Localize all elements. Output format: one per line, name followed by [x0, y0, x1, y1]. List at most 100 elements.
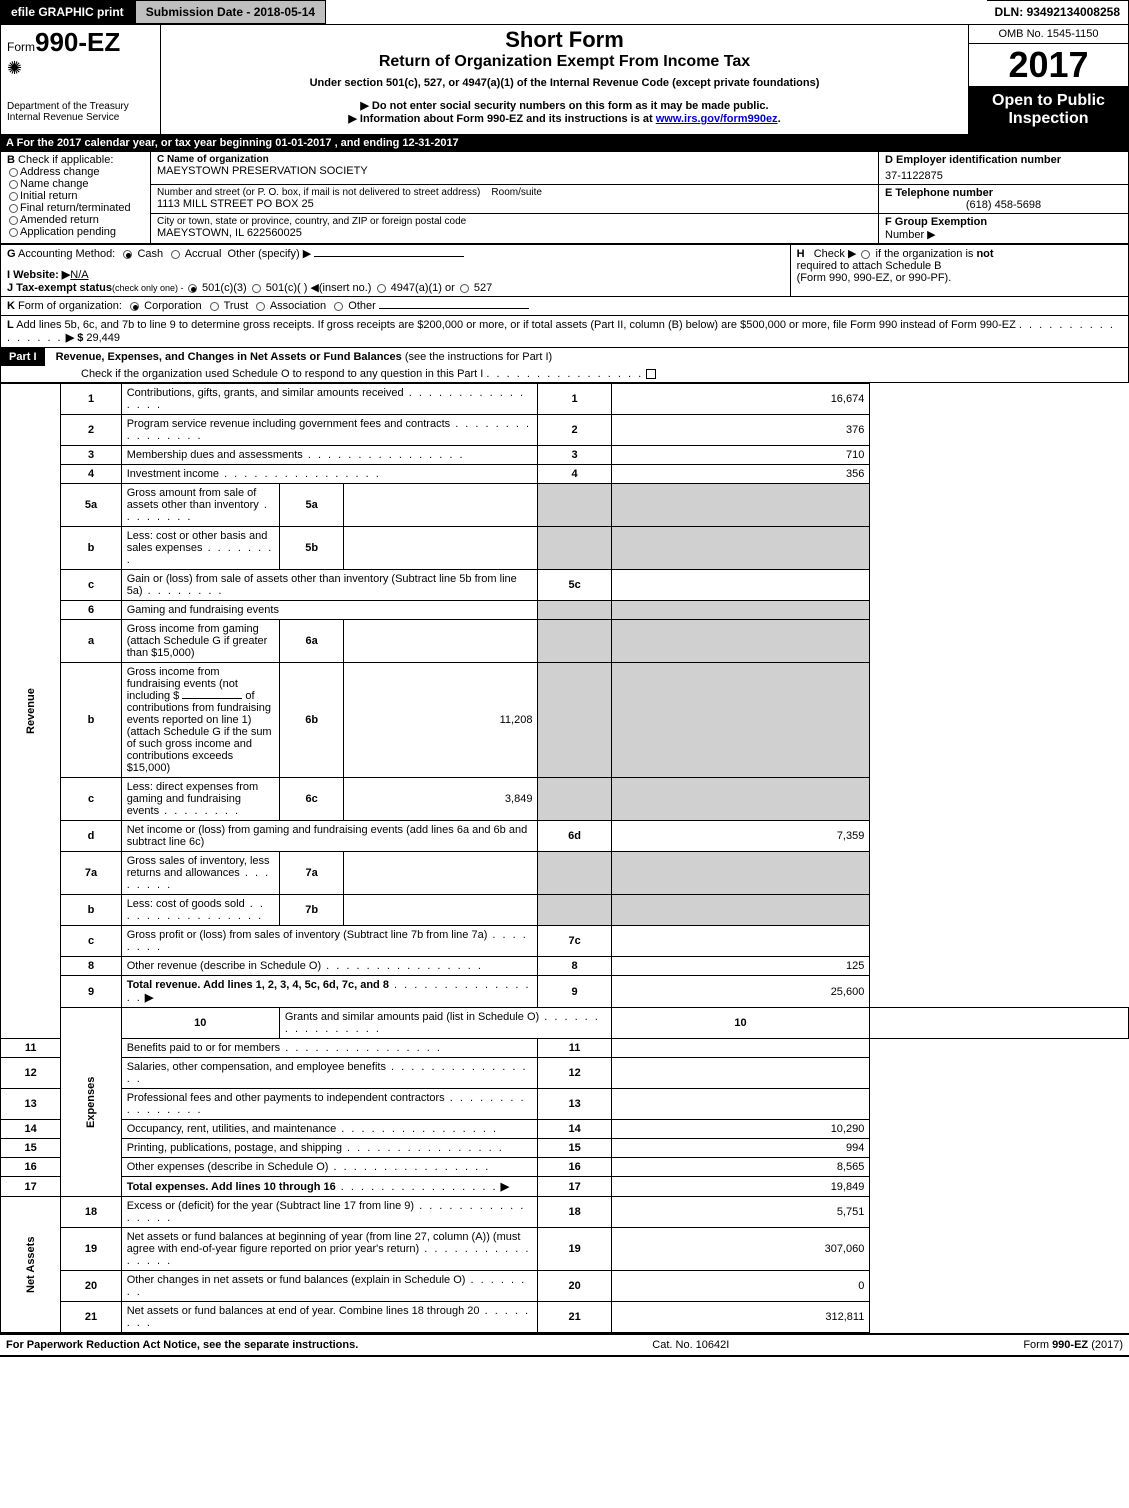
k-trust-radio[interactable] [210, 302, 219, 311]
g-other-input[interactable] [314, 256, 464, 257]
line-6b-text1: Gross income from fundraising events (no… [127, 666, 238, 702]
line-11-text: Benefits paid to or for members [127, 1042, 280, 1054]
f-group-exemption: F Group Exemption [885, 216, 1122, 228]
line-13-val [611, 1089, 870, 1120]
k-corp: Corporation [144, 300, 201, 312]
line-6a-shade [538, 620, 611, 663]
b-opt-final[interactable]: Final return/terminated [7, 202, 144, 214]
line-7c-num: c [61, 926, 121, 957]
line-7a-num: 7a [61, 852, 121, 895]
j-527: 527 [474, 282, 492, 294]
k-assoc-radio[interactable] [256, 302, 265, 311]
k-corp-radio[interactable] [130, 302, 139, 311]
room-label: Room/suite [491, 187, 542, 198]
paperwork-notice: For Paperwork Reduction Act Notice, see … [6, 1339, 358, 1351]
line-6b-shade-val [611, 663, 870, 778]
note-info-pre: ▶ Information about Form 990-EZ and its … [348, 113, 655, 125]
section-g: G Accounting Method: Cash Accrual Other … [7, 247, 784, 260]
a-pre: For the 2017 calendar year, or tax year … [17, 137, 276, 149]
j-501c3: 501(c)(3) [202, 282, 247, 294]
line-4-val: 356 [611, 465, 870, 484]
expenses-tab: Expenses [61, 1008, 121, 1197]
efile-print-button[interactable]: efile GRAPHIC print [0, 0, 135, 24]
j-527-radio[interactable] [460, 284, 469, 293]
open-to-public: Open to Public Inspection [969, 86, 1128, 134]
line-17-val: 19,849 [611, 1177, 870, 1197]
line-6b-num: b [61, 663, 121, 778]
form-footer: Form 990-EZ (2017) [1023, 1339, 1123, 1351]
b-opt-amended[interactable]: Amended return [7, 214, 144, 226]
line-6b-fill[interactable] [182, 698, 242, 699]
line-7c-ref: 7c [538, 926, 611, 957]
line-9-ref: 9 [538, 976, 611, 1008]
h-check-radio[interactable] [861, 250, 870, 259]
cat-no: Cat. No. 10642I [652, 1339, 729, 1351]
line-11-num: 11 [1, 1039, 61, 1058]
e-label: E Telephone number [885, 187, 1122, 199]
j-501c3-radio[interactable] [188, 284, 197, 293]
h-pre: Check ▶ [814, 248, 860, 260]
g-h-block: G Accounting Method: Cash Accrual Other … [0, 244, 1129, 297]
line-6a-num: a [61, 620, 121, 663]
line-6c-shade-val [611, 778, 870, 821]
line-20-ref: 20 [538, 1271, 611, 1302]
line-6d-text: Net income or (loss) from gaming and fun… [127, 824, 528, 848]
k-other: Other [348, 300, 376, 312]
g-accrual-radio[interactable] [171, 250, 180, 259]
line-14-text: Occupancy, rent, utilities, and maintena… [127, 1123, 337, 1135]
submission-date: Submission Date - 2018-05-14 [135, 0, 326, 24]
j-501c-radio[interactable] [252, 284, 261, 293]
line-5c-num: c [61, 570, 121, 601]
line-19-ref: 19 [538, 1228, 611, 1271]
h-line2: required to attach Schedule B [797, 260, 1122, 272]
part1-lines: Revenue 1 Contributions, gifts, grants, … [0, 383, 1129, 1333]
b-opt-initial[interactable]: Initial return [7, 190, 144, 202]
k-other-input[interactable] [379, 308, 529, 309]
line-7a-inner-val [344, 852, 538, 895]
note-info: ▶ Information about Form 990-EZ and its … [167, 112, 962, 125]
part1-sub: (see the instructions for Part I) [405, 351, 552, 363]
g-cash-radio[interactable] [123, 250, 132, 259]
line-4-ref: 4 [538, 465, 611, 484]
k-other-radio[interactable] [334, 302, 343, 311]
part1-checkbox[interactable] [646, 369, 656, 379]
l-value: 29,449 [86, 332, 120, 344]
open-public-1: Open to Public [973, 92, 1124, 110]
irs-link[interactable]: www.irs.gov/form990ez [656, 113, 778, 125]
j-4947-radio[interactable] [377, 284, 386, 293]
b-opt-address[interactable]: Address change [7, 166, 144, 178]
line-8-text: Other revenue (describe in Schedule O) [127, 960, 321, 972]
section-k: K Form of organization: Corporation Trus… [0, 297, 1129, 316]
b-opt-name[interactable]: Name change [7, 178, 144, 190]
line-6d-ref: 6d [538, 821, 611, 852]
line-7b-num: b [61, 895, 121, 926]
line-7b-inner-val [344, 895, 538, 926]
footer-form-pre: Form [1023, 1339, 1052, 1351]
line-5b-num: b [61, 527, 121, 570]
line-7b-inner-num: 7b [279, 895, 344, 926]
line-6b-text2: of contributions from fundraising events… [127, 690, 272, 774]
line-1-val: 16,674 [611, 384, 870, 415]
ein: 37-1122875 [885, 166, 1122, 182]
line-9-text: Total revenue. Add lines 1, 2, 3, 4, 5c,… [127, 979, 389, 991]
footer-form: 990-EZ [1052, 1339, 1088, 1351]
line-15-ref: 15 [538, 1139, 611, 1158]
line-16-text: Other expenses (describe in Schedule O) [127, 1161, 329, 1173]
j-4947: 4947(a)(1) or [391, 282, 455, 294]
line-6c-shade [538, 778, 611, 821]
line-10-ref: 10 [611, 1008, 870, 1039]
line-19-num: 19 [61, 1228, 121, 1271]
b-final: Final return/terminated [20, 202, 131, 214]
street-address: 1113 MILL STREET PO BOX 25 [157, 198, 872, 210]
b-opt-pending[interactable]: Application pending [7, 226, 144, 238]
part1-label: Part I [1, 348, 45, 366]
line-6-shade-val [611, 601, 870, 620]
line-10-text: Grants and similar amounts paid (list in… [285, 1011, 539, 1023]
line-6a-inner-num: 6a [279, 620, 344, 663]
line-5b-shade [538, 527, 611, 570]
line-13-ref: 13 [538, 1089, 611, 1120]
line-20-text: Other changes in net assets or fund bala… [127, 1274, 466, 1286]
dln-value: 93492134008258 [1027, 5, 1120, 19]
line-3-val: 710 [611, 446, 870, 465]
line-9-val: 25,600 [611, 976, 870, 1008]
